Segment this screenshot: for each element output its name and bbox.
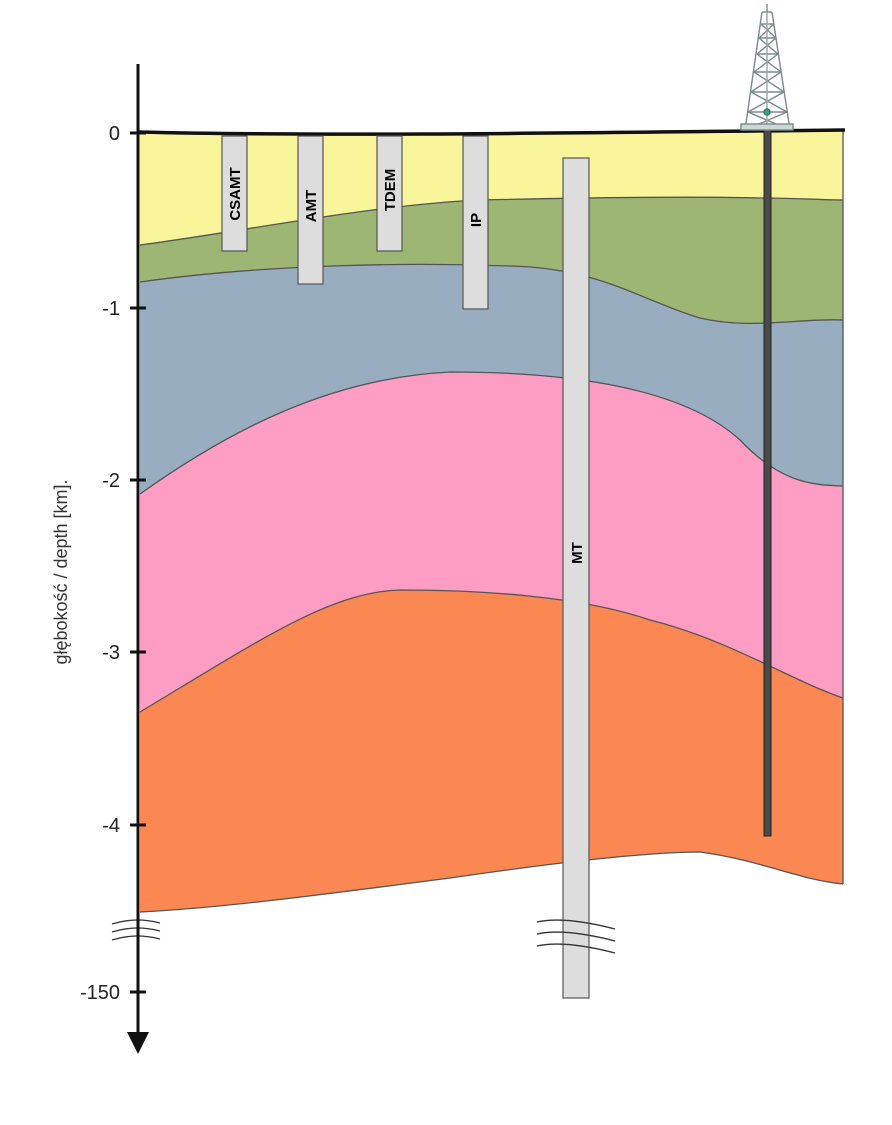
method-label-amt: AMT [303,190,320,223]
boundary-bottom [139,851,844,913]
tick-label-0: 0 [109,123,120,145]
method-bar-ip: IP [462,135,489,310]
tick-label-4: -4 [102,815,120,837]
layer-3 [140,264,843,494]
method-label-tdem: TDEM [382,169,399,212]
boundary-4-5 [139,589,844,713]
boundary-1-2 [139,196,844,246]
tick-label-2: -2 [102,470,120,492]
axis-break-mark [111,919,161,941]
boundary-3-4 [139,371,844,495]
tick-label-1: -1 [102,298,120,320]
method-bar-tdem: TDEM [376,135,403,252]
method-label-mt: MT [569,542,586,564]
axis-title: głębokość / depth [km]. [51,479,71,664]
method-bar-csamt: CSAMT [221,135,248,252]
method-bar-amt: AMT [297,135,324,285]
tick-label-150: -150 [80,982,120,1004]
mt-break-mark [536,919,616,954]
drilling-rig-icon [740,4,794,131]
method-label-ip: IP [468,213,485,227]
method-bar-mt: MT [562,157,590,999]
depth-axis: 0 -1 -2 -3 -4 -150 głębokość / depth [km… [51,64,149,1054]
axis-arrow-icon [127,1032,149,1054]
borehole-well [763,127,772,837]
layer-4 [140,372,843,712]
method-label-csamt: CSAMT [227,167,244,220]
surface-line [137,128,846,136]
tick-label-3: -3 [102,642,120,664]
layer-5 [140,590,843,912]
